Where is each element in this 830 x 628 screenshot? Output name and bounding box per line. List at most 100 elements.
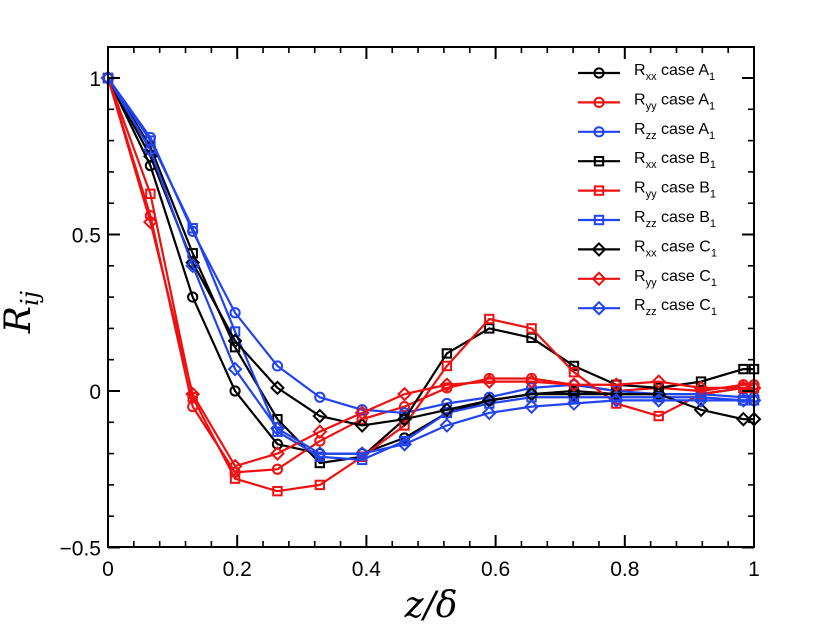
- legend-label-text: case B: [657, 209, 710, 226]
- data-point: [356, 454, 368, 466]
- legend-label-base: R: [634, 209, 646, 226]
- legend-label-case-sub: 1: [710, 159, 716, 171]
- legend-marker: [593, 185, 605, 196]
- data-point: [608, 377, 624, 393]
- legend-entry: Rxx case A1: [578, 62, 715, 83]
- data-point: [270, 380, 285, 396]
- legend-label: Rxx case A1: [634, 62, 715, 83]
- legend-label-base: R: [634, 297, 646, 314]
- legend-label-sub: xx: [646, 71, 658, 83]
- x-tick-label: 1: [748, 558, 760, 581]
- legend-entry: Rzz case C1: [578, 297, 717, 318]
- data-point: [608, 392, 624, 408]
- legend-entry: Ryy case A1: [578, 91, 715, 112]
- y-tick-label: 0: [89, 381, 101, 404]
- legend-marker: [593, 126, 605, 138]
- data-point: [314, 391, 326, 403]
- data-point: [481, 374, 497, 390]
- series-line: [107, 77, 754, 461]
- legend-label-base: R: [634, 150, 646, 167]
- data-point: [272, 485, 283, 497]
- data-point: [142, 142, 158, 158]
- series-line: [106, 77, 754, 493]
- data-point: [398, 401, 411, 413]
- data-point: [695, 376, 707, 387]
- legend-label: Rxx case C1: [634, 238, 717, 259]
- data-point: [566, 386, 582, 402]
- series-zz-case-c1: [100, 70, 762, 462]
- series-yy-case-c1: [100, 70, 762, 474]
- legend-label: Ryy case C1: [634, 268, 717, 289]
- legend-label-sub: zz: [646, 130, 657, 142]
- data-point: [566, 377, 582, 393]
- legend-label-sub: xx: [646, 159, 658, 171]
- data-point: [270, 421, 285, 436]
- data-point: [439, 418, 455, 433]
- data-point: [397, 386, 412, 402]
- data-point: [354, 405, 370, 421]
- legend-label-base: R: [634, 121, 646, 138]
- legend-label-base: R: [634, 180, 646, 197]
- legend-entry: Rxx case B1: [578, 150, 716, 171]
- data-point: [187, 291, 199, 303]
- legend-label-sub: yy: [646, 189, 658, 201]
- y-axis-title-sub: ij: [16, 290, 44, 306]
- legend-entry: Ryy case B1: [578, 180, 716, 201]
- legend-entry: Ryy case C1: [578, 268, 717, 289]
- data-point: [735, 392, 751, 408]
- legend-label-base: R: [634, 238, 646, 255]
- legend-label-case-sub: 1: [709, 100, 715, 112]
- legend-label-text: case A: [657, 121, 710, 138]
- legend-entry: Rzz case A1: [578, 121, 715, 142]
- x-tick-label: 0.8: [610, 558, 639, 581]
- data-point: [651, 392, 667, 408]
- x-tick-label: 0.4: [352, 558, 382, 581]
- legend-label-text: case C: [657, 268, 711, 285]
- data-point: [271, 463, 284, 475]
- data-point: [312, 424, 328, 440]
- legend-marker: [591, 271, 607, 287]
- data-point: [312, 446, 328, 462]
- legend-label-text: case C: [657, 238, 711, 255]
- data-point: [483, 391, 495, 403]
- data-point: [145, 188, 156, 200]
- data-point: [526, 323, 537, 334]
- data-point: [566, 396, 582, 411]
- y-tick-label: 0.5: [72, 225, 101, 248]
- data-point: [568, 385, 580, 397]
- data-point: [185, 258, 201, 274]
- data-point: [227, 333, 243, 349]
- series-layer: [100, 70, 762, 497]
- data-point: [187, 223, 198, 234]
- data-point: [229, 473, 241, 484]
- legend-label: Ryy case A1: [634, 91, 715, 112]
- data-point: [439, 402, 455, 418]
- x-tick-label: 0: [102, 558, 114, 581]
- series-line: [106, 77, 754, 468]
- legend-marker: [591, 241, 607, 257]
- legend-label-base: R: [634, 268, 646, 285]
- y-axis-title: Rij: [0, 290, 44, 334]
- legend-label-case-sub: 1: [710, 189, 716, 201]
- legend-label-case-sub: 1: [711, 306, 717, 318]
- y-axis-title-base: R: [0, 306, 39, 334]
- data-point: [481, 405, 497, 421]
- data-point: [441, 360, 453, 372]
- data-point: [483, 372, 495, 385]
- data-point: [484, 313, 495, 325]
- legend-label-case-sub: 1: [709, 71, 715, 83]
- data-point: [142, 148, 158, 164]
- data-point: [441, 348, 453, 359]
- legend-label-text: case A: [657, 62, 710, 79]
- data-point: [354, 418, 370, 433]
- axis-layer: 0 0.2 0.4 0.6 0.8 1−0.500.51: [60, 46, 760, 581]
- data-point: [229, 307, 241, 319]
- data-point: [693, 402, 709, 418]
- series-line: [107, 77, 754, 455]
- data-point: [142, 214, 158, 230]
- data-point: [399, 420, 410, 431]
- data-point: [439, 377, 455, 393]
